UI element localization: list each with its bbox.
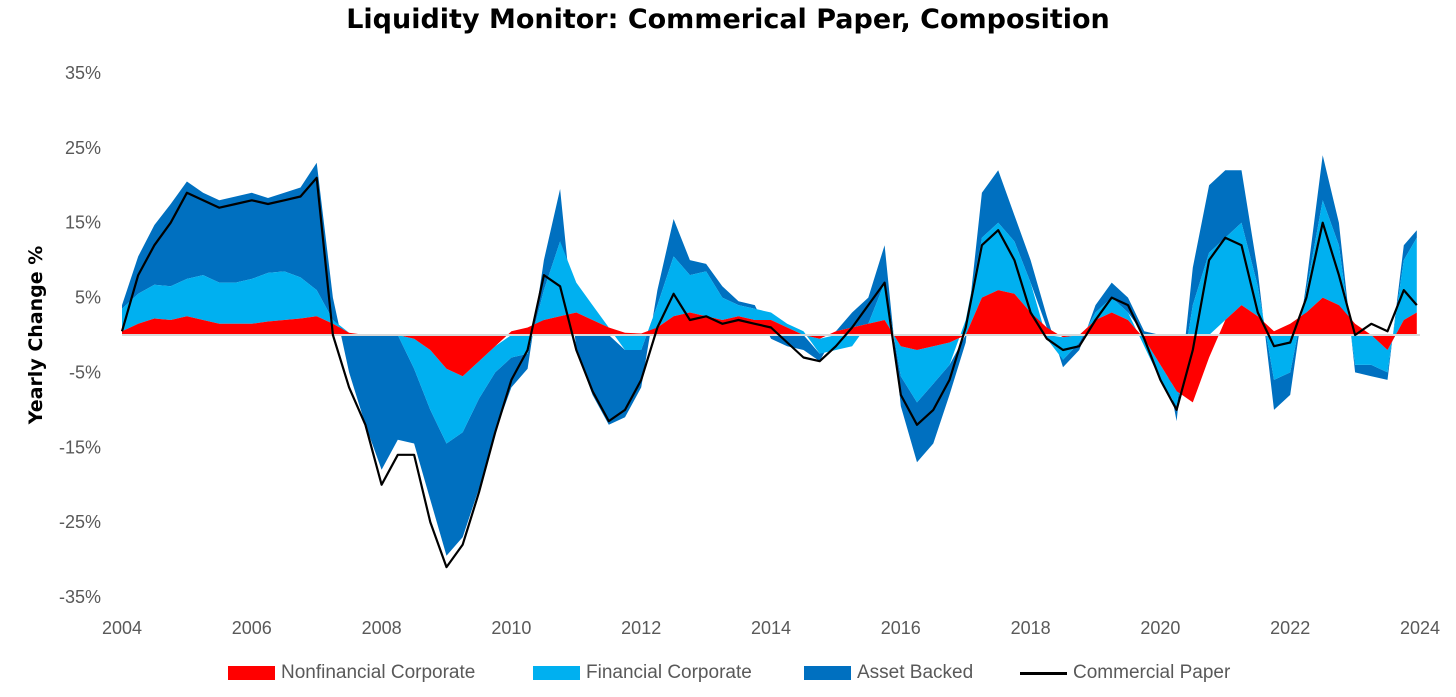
area-series-group	[122, 155, 1417, 556]
legend-item-asset-backed: Asset Backed	[804, 662, 973, 684]
x-tick-label: 2004	[102, 618, 142, 638]
x-tick-label: 2022	[1270, 618, 1310, 638]
x-axis-ticks: 2004 2006 2008 2010 2012 2014 2016 2018 2020 2022…	[102, 618, 1440, 638]
y-tick-label: 5%	[75, 288, 101, 308]
y-tick-label: -25%	[59, 512, 101, 532]
chart-title: Liquidity Monitor: Commerical Paper, Com…	[346, 4, 1110, 35]
y-tick-label: 35%	[65, 63, 101, 83]
x-tick-label: 2024	[1400, 618, 1440, 638]
legend-label-nonfinancial: Nonfinancial Corporate	[281, 662, 476, 683]
legend-label-financial: Financial Corporate	[586, 662, 752, 683]
y-axis-ticks: 35% 25% 15% 5% -5% -15% -25% -35%	[59, 63, 101, 607]
x-tick-label: 2006	[232, 618, 272, 638]
line-commercial-paper	[120, 176, 1418, 569]
x-tick-label: 2010	[491, 618, 531, 638]
legend-swatch-asset-backed	[804, 666, 851, 680]
y-tick-label: -35%	[59, 587, 101, 607]
x-tick-label: 2008	[362, 618, 402, 638]
legend-swatch-financial	[533, 666, 580, 680]
area-financial-corporate	[122, 200, 1417, 444]
area-asset-backed	[122, 155, 1417, 556]
x-tick-label: 2018	[1011, 618, 1051, 638]
y-tick-label: 15%	[65, 213, 101, 233]
legend-item-commercial-paper: Commercial Paper	[1020, 662, 1230, 684]
x-tick-label: 2012	[621, 618, 661, 638]
x-tick-label: 2016	[881, 618, 921, 638]
legend-label-asset-backed: Asset Backed	[857, 662, 974, 683]
y-axis-label: Yearly Change %	[25, 246, 47, 426]
x-tick-label: 2014	[751, 618, 791, 638]
y-tick-label: -5%	[69, 362, 101, 382]
area-nonfinancial-corporate	[122, 290, 1417, 403]
legend: Nonfinancial Corporate Financial Corpora…	[0, 662, 1456, 690]
legend-label-commercial-paper: Commercial Paper	[1073, 662, 1231, 683]
legend-item-financial: Financial Corporate	[533, 662, 752, 684]
legend-swatch-nonfinancial	[228, 666, 275, 680]
y-tick-label: -15%	[59, 437, 101, 457]
x-tick-label: 2020	[1140, 618, 1180, 638]
legend-item-nonfinancial: Nonfinancial Corporate	[228, 662, 475, 684]
legend-swatch-commercial-paper	[1020, 671, 1067, 675]
y-tick-label: 25%	[65, 138, 101, 158]
line-series-group	[120, 176, 1418, 569]
